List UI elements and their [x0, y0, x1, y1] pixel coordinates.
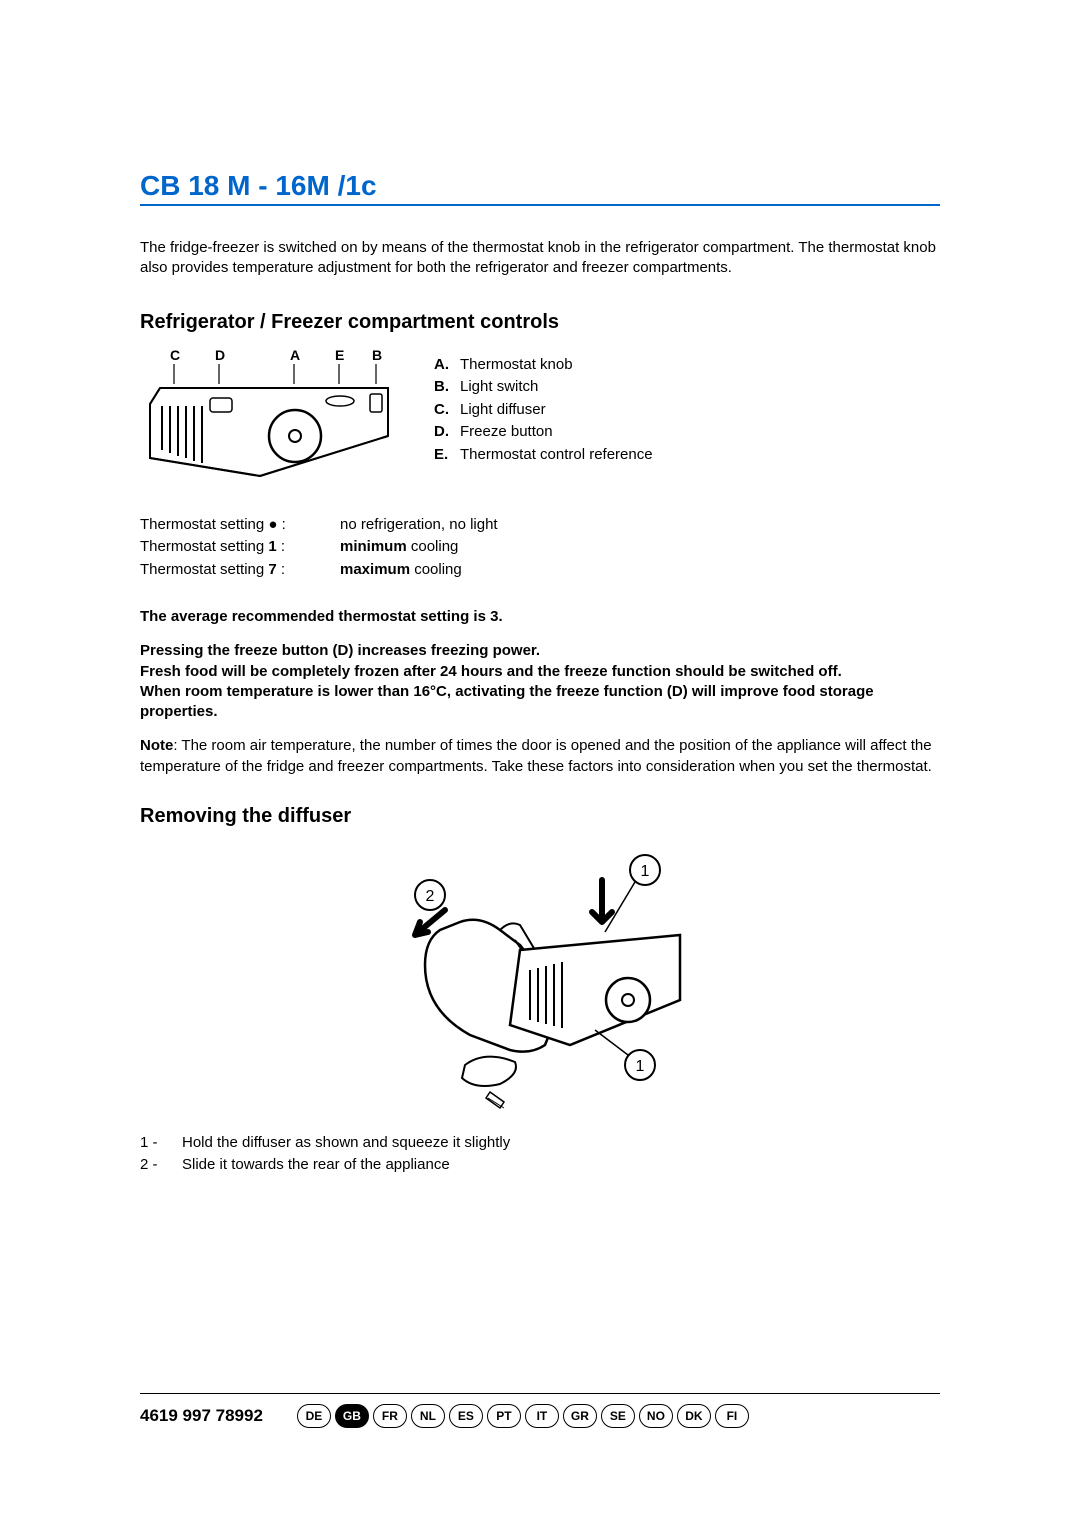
note-label: Note	[140, 737, 173, 754]
page-title: CB 18 M - 16M /1c	[140, 170, 940, 206]
callout-2: 2	[426, 888, 435, 905]
lang-badge-gr: GR	[563, 1404, 597, 1428]
setting2-bold: maximum	[340, 561, 410, 578]
lang-badge-fr: FR	[373, 1404, 407, 1428]
lang-badge-fi: FI	[715, 1404, 749, 1428]
legend-d: Freeze button	[460, 421, 553, 444]
setting1-tail: cooling	[407, 538, 459, 555]
lang-badge-gb: GB	[335, 1404, 369, 1428]
diagram-letter-c: C	[170, 347, 180, 363]
diffuser-diagram: 1 2 1	[370, 840, 710, 1110]
diffuser-steps: 1 - Hold the diffuser as shown and squee…	[140, 1132, 940, 1177]
legend-b: Light switch	[460, 376, 538, 399]
diagram-letter-a: A	[290, 347, 300, 363]
section-diffuser-heading: Removing the diffuser	[140, 805, 940, 828]
lang-badge-se: SE	[601, 1404, 635, 1428]
lang-badge-pt: PT	[487, 1404, 521, 1428]
intro-paragraph: The fridge-freezer is switched on by mea…	[140, 238, 940, 279]
note-paragraph: Note: The room air temperature, the numb…	[140, 736, 940, 777]
recommended-setting: The average recommended thermostat setti…	[140, 607, 940, 627]
step1-num: 1 -	[140, 1132, 174, 1155]
legend-a: Thermostat knob	[460, 354, 573, 377]
setting2-tail: cooling	[410, 561, 462, 578]
controls-section: C D A E B	[140, 346, 940, 486]
setting1-label: Thermostat setting 1 :	[140, 538, 285, 555]
callout-1-bottom: 1	[636, 1058, 645, 1075]
section-controls-heading: Refrigerator / Freezer compartment contr…	[140, 311, 940, 334]
diagram-letter-e: E	[335, 347, 344, 363]
lang-badge-es: ES	[449, 1404, 483, 1428]
control-panel-diagram: C D A E B	[140, 346, 410, 486]
step1-text: Hold the diffuser as shown and squeeze i…	[182, 1132, 510, 1155]
setting0-label: Thermostat setting ● :	[140, 514, 340, 537]
step2-num: 2 -	[140, 1154, 174, 1177]
lang-badge-dk: DK	[677, 1404, 711, 1428]
setting0-value: no refrigeration, no light	[340, 514, 498, 537]
lang-badge-no: NO	[639, 1404, 673, 1428]
lang-badge-nl: NL	[411, 1404, 445, 1428]
language-row: DEGBFRNLESPTITGRSENODKFI	[297, 1404, 749, 1428]
legend-e: Thermostat control reference	[460, 444, 653, 467]
freeze-instructions: Pressing the freeze button (D) increases…	[140, 641, 940, 722]
lang-badge-de: DE	[297, 1404, 331, 1428]
setting1-bold: minimum	[340, 538, 407, 555]
thermostat-settings: Thermostat setting ● : no refrigeration,…	[140, 514, 940, 582]
note-text: : The room air temperature, the number o…	[140, 737, 932, 774]
step2-text: Slide it towards the rear of the applian…	[182, 1154, 450, 1177]
page-footer: 4619 997 78992 DEGBFRNLESPTITGRSENODKFI	[140, 1393, 940, 1428]
lang-badge-it: IT	[525, 1404, 559, 1428]
diagram-letter-b: B	[372, 347, 382, 363]
document-code: 4619 997 78992	[140, 1406, 263, 1426]
legend-c: Light diffuser	[460, 399, 546, 422]
callout-1-top: 1	[641, 863, 650, 880]
setting2-label: Thermostat setting 7 :	[140, 561, 285, 578]
diagram-letter-d: D	[215, 347, 225, 363]
control-legend: A.Thermostat knob B.Light switch C.Light…	[434, 346, 653, 467]
